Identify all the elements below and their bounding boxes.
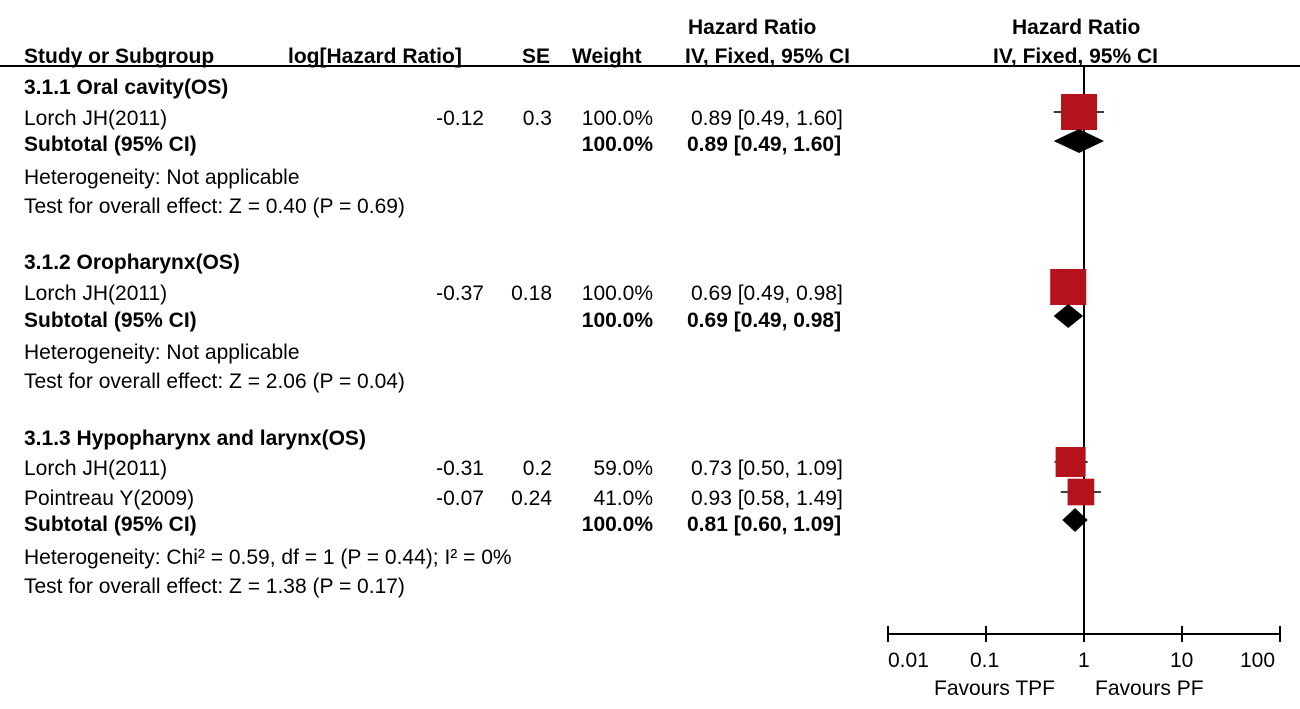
subtotal-diamond (1062, 508, 1088, 532)
favours-left-label: Favours TPF (934, 677, 1055, 700)
x-tick-label: 10 (1170, 649, 1194, 672)
subtotal-weight: 100.0% (581, 513, 653, 536)
subtotal-ci: 0.81 [0.60, 1.09] (687, 513, 842, 536)
subgroup-title: 3.1.2 Oropharynx(OS) (24, 251, 240, 274)
study-weight: 41.0% (593, 487, 653, 510)
se-column-header: SE (522, 45, 551, 68)
overall-effect-text: Test for overall effect: Z = 0.40 (P = 0… (24, 195, 405, 218)
study-loghr: -0.31 (436, 457, 484, 480)
subgroup-title: 3.1.3 Hypopharynx and larynx(OS) (24, 427, 366, 450)
study-se: 0.3 (522, 107, 552, 130)
study-name: Pointreau Y(2009) (24, 487, 195, 510)
heterogeneity-text: Heterogeneity: Not applicable (24, 166, 300, 189)
overall-effect-text: Test for overall effect: Z = 2.06 (P = 0… (24, 370, 405, 393)
subtotal-diamond (1053, 129, 1105, 153)
weight-column-header: Weight (572, 45, 642, 68)
study-square (1061, 94, 1098, 130)
study-square (1067, 478, 1095, 506)
study-name: Lorch JH(2011) (24, 107, 168, 130)
subgroup-title: 3.1.1 Oral cavity(OS) (24, 76, 229, 99)
study-ci: 0.69 [0.49, 0.98] (691, 282, 843, 305)
study-square (1050, 269, 1087, 305)
study-loghr: -0.07 (436, 487, 484, 510)
study-weight: 59.0% (593, 457, 653, 480)
subtotal-weight: 100.0% (581, 309, 653, 332)
study-loghr: -0.37 (436, 282, 484, 305)
subtotal-label: Subtotal (95% CI) (24, 513, 197, 536)
study-ci: 0.89 [0.49, 1.60] (691, 107, 843, 130)
study-se: 0.2 (522, 457, 552, 480)
study-se: 0.24 (511, 487, 552, 510)
loghr-column-header: log[Hazard Ratio] (288, 45, 462, 68)
subtotal-label: Subtotal (95% CI) (24, 309, 197, 332)
study-loghr: -0.12 (436, 107, 484, 130)
x-tick-label: 1 (1078, 649, 1090, 672)
heterogeneity-text: Heterogeneity: Chi² = 0.59, df = 1 (P = … (24, 546, 512, 569)
study-name: Lorch JH(2011) (24, 282, 168, 305)
study-weight: 100.0% (581, 107, 653, 130)
heterogeneity-text: Heterogeneity: Not applicable (24, 341, 300, 364)
x-tick-label: 0.01 (888, 649, 929, 672)
hr-column-title: Hazard Ratio (688, 16, 817, 39)
subtotal-ci: 0.69 [0.49, 0.98] (687, 309, 842, 332)
study-square (1055, 447, 1086, 477)
study-column-header: Study or Subgroup (24, 45, 215, 68)
study-weight: 100.0% (581, 282, 653, 305)
x-tick-label: 0.1 (970, 649, 1000, 672)
study-ci: 0.93 [0.58, 1.49] (691, 487, 843, 510)
study-se: 0.18 (511, 282, 552, 305)
overall-effect-text: Test for overall effect: Z = 1.38 (P = 0… (24, 575, 405, 598)
subtotal-weight: 100.0% (581, 133, 653, 156)
x-tick-label: 100 (1240, 649, 1276, 672)
plot-column-title: Hazard Ratio (1012, 16, 1141, 39)
subtotal-diamond (1053, 304, 1084, 328)
subtotal-label: Subtotal (95% CI) (24, 133, 197, 156)
favours-right-label: Favours PF (1095, 677, 1204, 700)
subtotal-ci: 0.89 [0.49, 1.60] (687, 133, 842, 156)
study-name: Lorch JH(2011) (24, 457, 168, 480)
hr-method-header: IV, Fixed, 95% CI (685, 45, 850, 68)
study-ci: 0.73 [0.50, 1.09] (691, 457, 843, 480)
plot-method-header: IV, Fixed, 95% CI (993, 45, 1158, 68)
